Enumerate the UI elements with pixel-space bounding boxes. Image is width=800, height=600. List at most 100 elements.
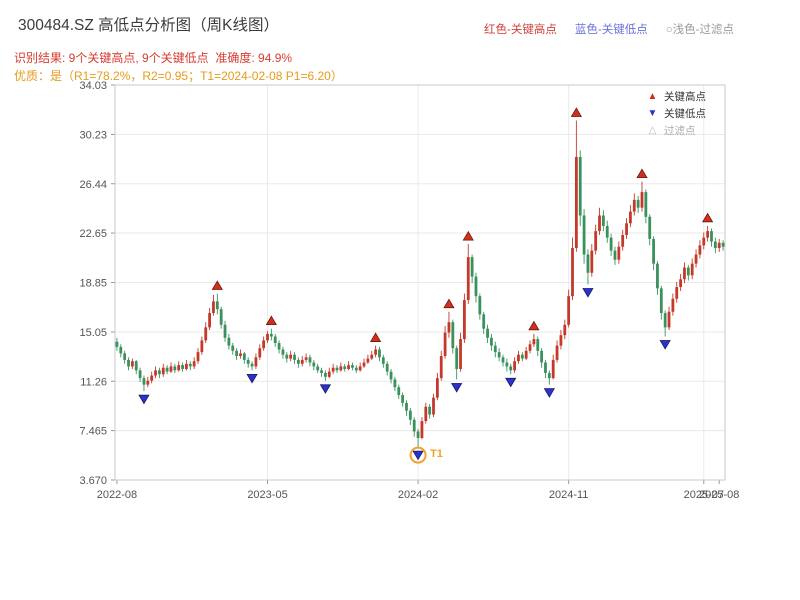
- candle-body: [231, 345, 235, 351]
- candle-body: [165, 367, 169, 372]
- plot-legend-key-high-label: 关键高点: [664, 91, 706, 103]
- svg-text:7.465: 7.465: [79, 426, 107, 438]
- candle-body: [582, 215, 586, 255]
- candle-body: [694, 254, 698, 264]
- plot-legend-filter: △ 过滤点: [646, 122, 706, 139]
- candle-body: [181, 365, 184, 370]
- candle-body: [617, 246, 621, 260]
- candle-body: [192, 361, 196, 367]
- candle-body: [235, 350, 239, 357]
- key-low-marker: [659, 340, 671, 350]
- candle-body: [443, 332, 447, 357]
- candle-body: [142, 378, 146, 385]
- candle-body: [524, 350, 528, 359]
- candle-body: [625, 223, 628, 236]
- legend-key-high-text: 红色-关键高点: [484, 24, 557, 36]
- candle-body: [428, 406, 432, 415]
- candle-body: [505, 362, 509, 367]
- candle-body: [157, 370, 161, 375]
- candle-body: [320, 370, 323, 373]
- candle-body: [659, 288, 663, 314]
- key-low-marker: [543, 388, 555, 398]
- candle-body: [130, 361, 134, 367]
- candle-body: [408, 410, 412, 420]
- top-legend: 红色-关键高点 蓝色-关键低点 ○浅色-过滤点: [484, 21, 734, 37]
- candle-body: [640, 192, 644, 208]
- candle-body: [173, 366, 177, 371]
- candle-body: [254, 357, 258, 367]
- svg-text:2025-08: 2025-08: [699, 489, 739, 501]
- candle-body: [679, 279, 683, 288]
- candle-body: [648, 216, 652, 239]
- candle-body: [578, 156, 582, 216]
- candle-body: [269, 333, 273, 337]
- svg-text:18.85: 18.85: [79, 278, 107, 290]
- candle-body: [432, 397, 435, 415]
- chart-gridlines: [115, 84, 725, 481]
- candle-body: [370, 354, 374, 359]
- candle-body: [497, 352, 501, 358]
- key-low-marker: [505, 377, 517, 388]
- candle-body: [671, 298, 675, 312]
- candle-body: [466, 257, 470, 301]
- svg-text:2024-11: 2024-11: [549, 489, 589, 501]
- key-low-marker: [319, 384, 332, 394]
- candle-body: [598, 215, 601, 232]
- svg-text:2025-07: 2025-07: [684, 489, 724, 501]
- candle-body: [702, 237, 706, 246]
- candle-body: [196, 352, 200, 362]
- legend-key-low-text: 蓝色-关键低点: [574, 24, 648, 36]
- candle-body: [366, 358, 370, 363]
- svg-text:34.03: 34.03: [79, 80, 107, 92]
- candle-body: [188, 363, 192, 367]
- plot-legend-filter-label: 过滤点: [664, 125, 696, 137]
- candle-body: [710, 231, 713, 242]
- key-point-markers: [138, 107, 714, 461]
- candle-body: [478, 296, 482, 315]
- candle-body: [308, 357, 312, 363]
- candle-body: [312, 362, 316, 367]
- candle-body: [339, 366, 343, 371]
- key-high-marker: [265, 315, 277, 326]
- candle-body: [447, 322, 451, 333]
- key-low-marker: [412, 450, 424, 461]
- candle-body: [127, 359, 130, 367]
- candle-body: [262, 340, 266, 349]
- candle-body: [459, 339, 462, 370]
- candle-body: [652, 238, 655, 264]
- candle-body: [605, 225, 609, 238]
- candle-body: [347, 365, 350, 370]
- candle-body: [123, 353, 127, 360]
- svg-text:3.670: 3.670: [79, 475, 107, 487]
- candle-body: [204, 327, 208, 341]
- candle-body: [455, 348, 459, 370]
- key-high-marker: [443, 298, 455, 309]
- candle-body: [146, 380, 150, 385]
- candle-body: [547, 372, 551, 379]
- candle-body: [134, 361, 138, 371]
- candle-body: [119, 346, 123, 354]
- candle-body: [293, 354, 296, 360]
- key-high-marker: [702, 212, 714, 223]
- candle-body: [381, 357, 385, 364]
- candle-body: [242, 353, 246, 360]
- svg-text:30.23: 30.23: [79, 129, 107, 141]
- candle-body: [544, 362, 547, 373]
- candle-body: [706, 231, 710, 238]
- candle-body: [169, 366, 173, 372]
- candle-body: [540, 350, 544, 363]
- candle-body: [632, 199, 636, 212]
- candle-body: [559, 335, 563, 346]
- quality-result-text: 优质：是（R1=78.2%，R2=0.95；T1=2024-02-08 P1=6…: [14, 69, 343, 83]
- candle-body: [327, 371, 331, 377]
- chart-axes: 3.670 7.465 11.26 15.05 18.85 22.65 26.44 30.23…: [79, 80, 739, 501]
- candle-body: [644, 192, 648, 217]
- candle-body: [532, 339, 536, 345]
- candle-body: [378, 349, 381, 358]
- t1-circle: [409, 446, 427, 464]
- svg-text:15.05: 15.05: [79, 327, 107, 339]
- svg-text:11.26: 11.26: [80, 376, 107, 388]
- key-low-marker: [451, 383, 463, 393]
- candle-body: [439, 356, 443, 379]
- candle-body: [536, 339, 540, 351]
